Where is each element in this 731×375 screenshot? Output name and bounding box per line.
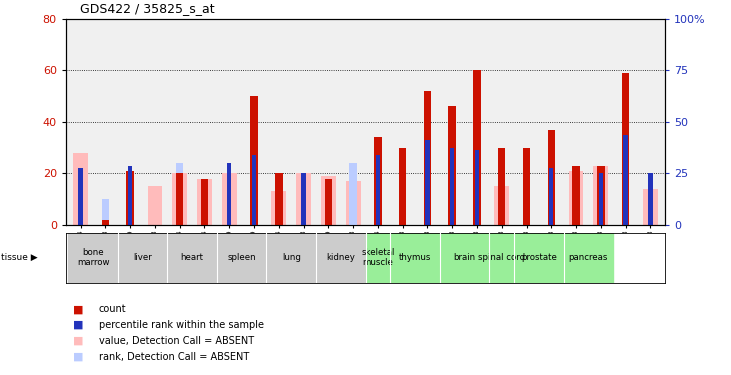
Text: lung: lung bbox=[281, 254, 300, 262]
Bar bbox=[622, 73, 629, 225]
Bar bbox=[250, 96, 258, 225]
Bar bbox=[569, 171, 583, 225]
Text: kidney: kidney bbox=[326, 254, 355, 262]
Bar bbox=[597, 166, 605, 225]
Bar bbox=[564, 232, 613, 283]
Text: pancreas: pancreas bbox=[569, 254, 608, 262]
Text: ■: ■ bbox=[73, 304, 83, 314]
Text: thymus: thymus bbox=[399, 254, 431, 262]
Bar bbox=[399, 148, 406, 225]
Bar bbox=[449, 106, 456, 225]
Bar bbox=[523, 148, 530, 225]
Bar bbox=[349, 163, 357, 225]
Bar bbox=[176, 173, 183, 225]
Bar bbox=[266, 232, 316, 283]
Bar bbox=[167, 232, 217, 283]
Text: GDS422 / 35825_s_at: GDS422 / 35825_s_at bbox=[80, 2, 215, 15]
Bar bbox=[126, 171, 134, 225]
Bar bbox=[227, 163, 232, 225]
Bar bbox=[523, 178, 530, 225]
Bar bbox=[648, 173, 653, 225]
Bar bbox=[572, 171, 580, 225]
Bar bbox=[73, 153, 88, 225]
Bar bbox=[102, 199, 109, 225]
Bar bbox=[498, 148, 505, 225]
Bar bbox=[301, 173, 306, 225]
Text: prostate: prostate bbox=[521, 254, 557, 262]
Bar bbox=[68, 232, 118, 283]
Bar bbox=[275, 173, 282, 225]
Bar bbox=[643, 189, 658, 225]
Text: spleen: spleen bbox=[227, 254, 256, 262]
Bar bbox=[376, 155, 380, 225]
Bar bbox=[221, 173, 237, 225]
Text: skeletal
muscle: skeletal muscle bbox=[361, 249, 395, 267]
Bar bbox=[201, 178, 208, 225]
Text: ■: ■ bbox=[73, 320, 83, 330]
Bar bbox=[271, 192, 287, 225]
Bar bbox=[594, 166, 608, 225]
Bar bbox=[572, 166, 580, 225]
Bar bbox=[374, 137, 382, 225]
Bar bbox=[217, 232, 266, 283]
Bar bbox=[624, 135, 628, 225]
Bar bbox=[514, 232, 564, 283]
Text: heart: heart bbox=[181, 254, 204, 262]
Bar bbox=[346, 181, 360, 225]
Bar bbox=[148, 186, 162, 225]
Bar bbox=[549, 168, 553, 225]
Bar bbox=[251, 155, 257, 225]
Bar bbox=[197, 178, 212, 225]
Bar bbox=[473, 70, 481, 225]
Bar bbox=[128, 166, 132, 225]
Bar bbox=[173, 173, 187, 225]
Text: rank, Detection Call = ABSENT: rank, Detection Call = ABSENT bbox=[99, 352, 249, 362]
Text: spinal cord: spinal cord bbox=[478, 254, 526, 262]
Bar bbox=[390, 232, 440, 283]
Text: bone
marrow: bone marrow bbox=[77, 249, 110, 267]
Text: percentile rank within the sample: percentile rank within the sample bbox=[99, 320, 264, 330]
Bar bbox=[450, 148, 455, 225]
Bar bbox=[440, 232, 489, 283]
Bar bbox=[489, 232, 514, 283]
Bar bbox=[599, 173, 603, 225]
Text: value, Detection Call = ABSENT: value, Detection Call = ABSENT bbox=[99, 336, 254, 346]
Bar bbox=[78, 168, 83, 225]
Text: brain: brain bbox=[453, 254, 476, 262]
Bar bbox=[325, 178, 332, 225]
Bar bbox=[102, 220, 109, 225]
Bar bbox=[425, 140, 430, 225]
Text: ■: ■ bbox=[73, 352, 83, 362]
Bar bbox=[548, 130, 555, 225]
Bar bbox=[316, 232, 366, 283]
Bar bbox=[321, 176, 336, 225]
Text: liver: liver bbox=[133, 254, 152, 262]
Text: ■: ■ bbox=[73, 336, 83, 346]
Bar bbox=[366, 232, 390, 283]
Text: count: count bbox=[99, 304, 126, 314]
Bar bbox=[474, 150, 480, 225]
Bar bbox=[296, 173, 311, 225]
Bar bbox=[176, 163, 183, 225]
Bar bbox=[118, 232, 167, 283]
Bar bbox=[494, 186, 510, 225]
Bar bbox=[424, 91, 431, 225]
Text: tissue ▶: tissue ▶ bbox=[1, 254, 37, 262]
